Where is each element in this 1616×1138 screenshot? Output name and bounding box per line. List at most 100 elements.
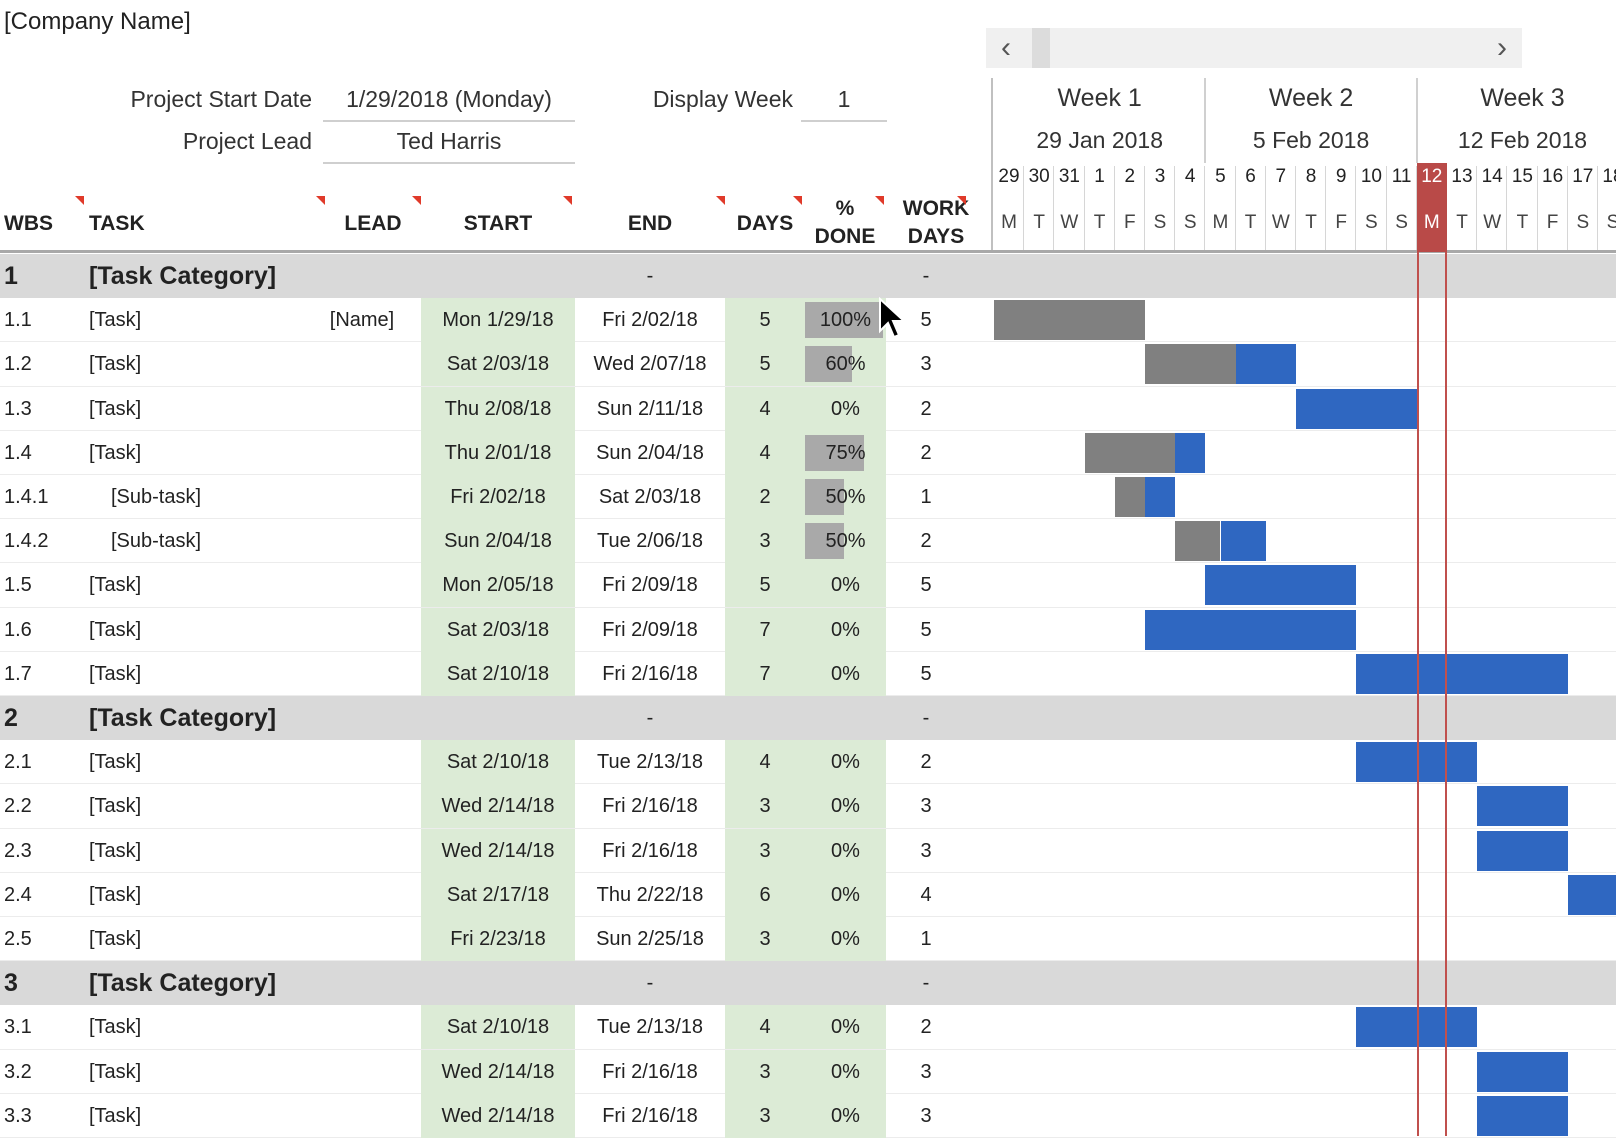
gantt-bar-complete[interactable] [1175, 521, 1221, 562]
days-cell[interactable]: 5 [725, 342, 805, 387]
lead-cell[interactable]: [Name] [329, 309, 395, 332]
gantt-bar-remaining[interactable] [1477, 1051, 1568, 1092]
gantt-bar-remaining[interactable] [1145, 477, 1176, 517]
task-name[interactable]: [Task] [89, 839, 142, 862]
days-cell[interactable]: 6 [725, 872, 805, 917]
days-cell[interactable]: 3 [725, 828, 805, 873]
task-name[interactable]: [Task] [89, 574, 142, 597]
gantt-bar-remaining[interactable] [1145, 609, 1357, 650]
percent-done-cell[interactable]: 75% [805, 430, 886, 475]
days-cell[interactable]: 2 [725, 475, 805, 519]
category-row[interactable]: 2 [Task Category] - - [0, 696, 1616, 740]
table-row[interactable]: 2.2 [Task] Wed 2/14/18 Fri 2/16/18 3 0% 3 [0, 784, 1616, 829]
table-row[interactable]: 1.4.1 [Sub-task] Fri 2/02/18 Sat 2/03/18 2 50… [0, 475, 1616, 520]
start-cell[interactable]: Wed 2/14/18 [421, 784, 575, 829]
task-name[interactable]: [Task] [89, 662, 142, 685]
gantt-bar-remaining[interactable] [1296, 388, 1417, 429]
chevron-right-icon[interactable]: › [1497, 31, 1507, 64]
lead-cell[interactable] [316, 387, 408, 431]
lead-cell[interactable] [316, 342, 408, 386]
task-name[interactable]: [Task] [89, 618, 142, 641]
task-name[interactable]: [Task] [89, 309, 142, 332]
task-name[interactable]: [Task] [89, 353, 142, 376]
lead-cell[interactable] [316, 431, 408, 475]
project-start-field[interactable]: 1/29/2018 (Monday) [323, 86, 575, 122]
gantt-bar-remaining[interactable] [1477, 786, 1568, 827]
table-row[interactable]: 1.6 [Task] Sat 2/03/18 Fri 2/09/18 7 0% 5 [0, 607, 1616, 652]
percent-done-cell[interactable]: 0% [805, 1005, 886, 1050]
start-cell[interactable]: Sat 2/10/18 [421, 651, 575, 696]
percent-done-cell[interactable]: 0% [805, 563, 886, 608]
start-cell[interactable]: Thu 2/01/18 [421, 430, 575, 475]
percent-done-cell[interactable]: 0% [805, 607, 886, 652]
lead-cell[interactable] [316, 652, 408, 696]
gantt-bar-remaining[interactable] [1235, 344, 1296, 385]
start-cell[interactable]: Sat 2/03/18 [421, 607, 575, 652]
days-cell[interactable]: 3 [725, 519, 805, 564]
days-cell[interactable]: 7 [725, 651, 805, 696]
percent-done-cell[interactable]: 50% [805, 519, 886, 564]
days-cell[interactable]: 4 [725, 1005, 805, 1050]
table-row[interactable]: 3.3 [Task] Wed 2/14/18 Fri 2/16/18 3 0% 3 [0, 1093, 1616, 1138]
task-name[interactable]: [Task] [89, 1104, 142, 1127]
lead-cell[interactable] [316, 784, 408, 828]
days-cell[interactable]: 5 [725, 298, 805, 343]
task-name[interactable]: [Task] [89, 1016, 142, 1039]
lead-cell[interactable] [316, 475, 408, 519]
gantt-bar-remaining[interactable] [1220, 521, 1266, 562]
lead-cell[interactable] [316, 740, 408, 784]
task-name[interactable]: [Task] [89, 441, 142, 464]
table-row[interactable]: 3.2 [Task] Wed 2/14/18 Fri 2/16/18 3 0% 3 [0, 1049, 1616, 1094]
table-row[interactable]: 2.3 [Task] Wed 2/14/18 Fri 2/16/18 3 0% 3 [0, 828, 1616, 873]
gantt-bar-remaining[interactable] [1356, 653, 1568, 694]
percent-done-cell[interactable]: 0% [805, 828, 886, 873]
days-cell[interactable]: 5 [725, 563, 805, 608]
display-week-field[interactable]: 1 [801, 86, 887, 122]
gantt-bar-remaining[interactable] [1477, 830, 1568, 871]
table-row[interactable]: 1.4.2 [Sub-task] Sun 2/04/18 Tue 2/06/18 3 50… [0, 519, 1616, 564]
category-name[interactable]: [Task Category] [89, 262, 277, 290]
start-cell[interactable]: Wed 2/14/18 [421, 828, 575, 873]
lead-cell[interactable] [316, 519, 408, 563]
percent-done-cell[interactable]: 0% [805, 740, 886, 785]
table-row[interactable]: 3.1 [Task] Sat 2/10/18 Tue 2/13/18 4 0% 2 [0, 1005, 1616, 1050]
gantt-bar-remaining[interactable] [1567, 874, 1616, 915]
start-cell[interactable]: Wed 2/14/18 [421, 1049, 575, 1094]
gantt-bar-complete[interactable] [1145, 344, 1236, 385]
lead-cell[interactable] [316, 873, 408, 917]
lead-cell[interactable] [316, 1050, 408, 1094]
lead-cell[interactable] [316, 563, 408, 607]
category-row[interactable]: 3 [Task Category] - - [0, 961, 1616, 1006]
start-cell[interactable]: Fri 2/23/18 [421, 917, 575, 961]
task-name[interactable]: [Task] [89, 928, 142, 950]
percent-done-cell[interactable]: 0% [805, 651, 886, 696]
table-row[interactable]: 1.7 [Task] Sat 2/10/18 Fri 2/16/18 7 0% 5 [0, 651, 1616, 696]
table-row[interactable]: 1.2 [Task] Sat 2/03/18 Wed 2/07/18 5 60% 3 [0, 342, 1616, 387]
lead-cell[interactable] [316, 829, 408, 873]
task-name[interactable]: [Sub-task] [111, 486, 202, 508]
start-cell[interactable]: Sat 2/03/18 [421, 342, 575, 387]
task-name[interactable]: [Task] [89, 795, 142, 818]
table-row[interactable]: 1.5 [Task] Mon 2/05/18 Fri 2/09/18 5 0% 5 [0, 563, 1616, 608]
days-cell[interactable]: 4 [725, 386, 805, 431]
lead-cell[interactable] [316, 608, 408, 652]
days-cell[interactable]: 3 [725, 917, 805, 961]
category-name[interactable]: [Task Category] [89, 704, 277, 732]
table-row[interactable]: 2.1 [Task] Sat 2/10/18 Tue 2/13/18 4 0% 2 [0, 740, 1616, 785]
task-name[interactable]: [Task] [89, 1060, 142, 1083]
percent-done-cell[interactable]: 0% [805, 784, 886, 829]
days-cell[interactable]: 3 [725, 1093, 805, 1138]
days-cell[interactable]: 3 [725, 784, 805, 829]
table-row[interactable]: 1.3 [Task] Thu 2/08/18 Sun 2/11/18 4 0% 2 [0, 386, 1616, 431]
days-cell[interactable]: 3 [725, 1049, 805, 1094]
chevron-left-icon[interactable]: ‹ [1001, 31, 1011, 64]
gantt-bar-complete[interactable] [1114, 477, 1145, 517]
start-cell[interactable]: Mon 2/05/18 [421, 563, 575, 608]
start-cell[interactable]: Sat 2/17/18 [421, 872, 575, 917]
table-row[interactable]: 1.4 [Task] Thu 2/01/18 Sun 2/04/18 4 75% 2 [0, 430, 1616, 475]
gantt-bar-remaining[interactable] [1356, 742, 1478, 783]
task-name[interactable]: [Task] [89, 751, 142, 774]
percent-done-cell[interactable]: 0% [805, 872, 886, 917]
task-name[interactable]: [Task] [89, 397, 142, 420]
company-name[interactable]: [Company Name] [4, 8, 191, 35]
